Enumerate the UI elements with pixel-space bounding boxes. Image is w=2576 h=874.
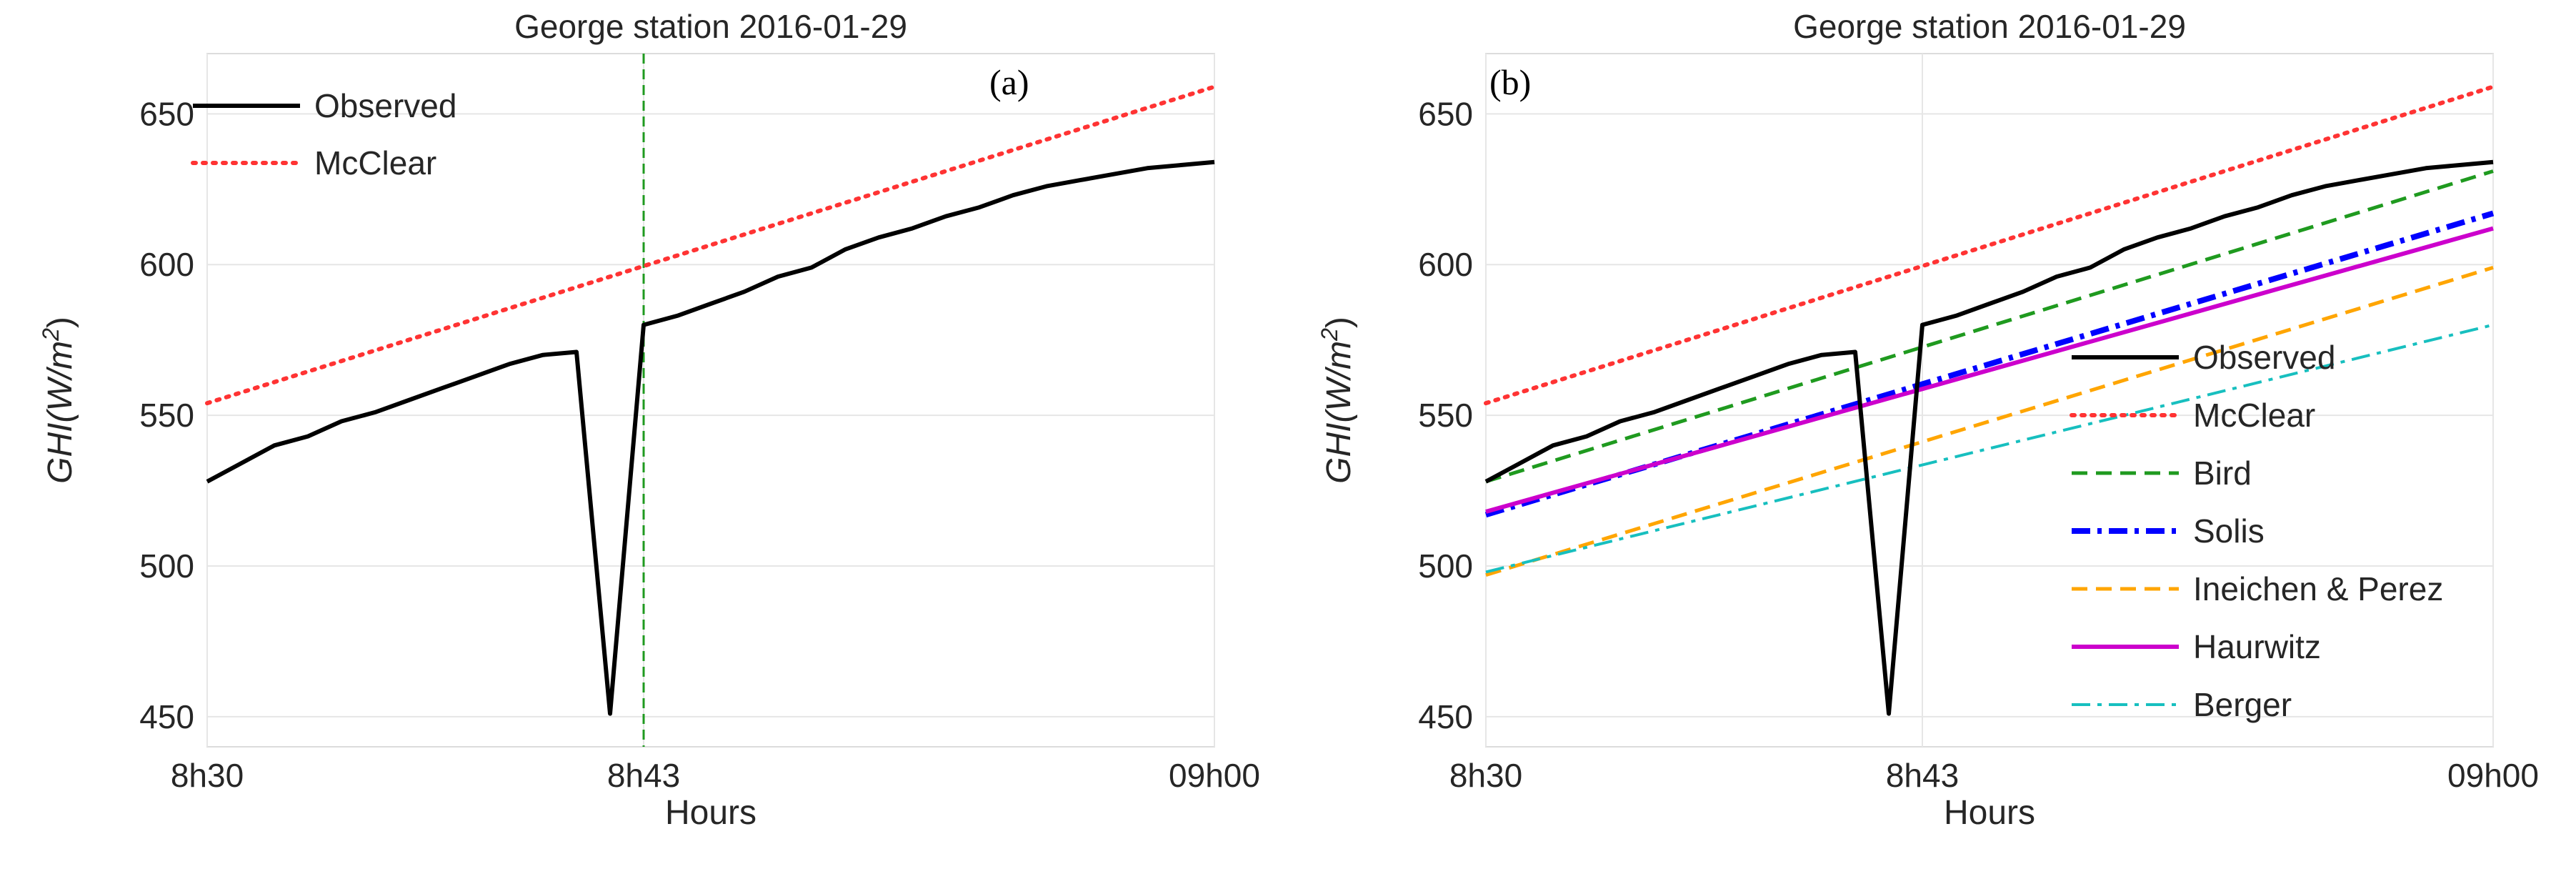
y-tick-label: 500 <box>1418 547 1473 585</box>
series-line-mcclear <box>1484 84 2495 406</box>
series-line-bird <box>1485 169 2494 484</box>
y-label-close: ) <box>41 317 79 328</box>
plot-area <box>1485 53 2494 748</box>
y-label-sup: 2 <box>1317 328 1342 342</box>
chart-panel-a: 450 500 550 600 650 8h30 8h43 09h00 George stati… <box>38 8 1260 832</box>
y-label-unit: (W/m <box>1320 341 1358 423</box>
x-tick-label: 8h43 <box>607 757 680 794</box>
chart-panel-b: 450 500 550 600 650 8h30 8h43 09h00 George stati… <box>1317 8 2539 832</box>
y-tick-label: 550 <box>139 397 194 434</box>
legend-label: Observed <box>314 87 456 124</box>
chart-title: George station 2016-01-29 <box>514 8 907 45</box>
y-label-sup: 2 <box>38 328 64 342</box>
series-line-haurwitz <box>1485 226 2494 514</box>
y-tick-label: 600 <box>1418 246 1473 283</box>
x-axis-label: Hours <box>1944 794 2035 832</box>
panel-label: (a) <box>989 62 1029 102</box>
y-tick-label: 550 <box>1418 397 1473 434</box>
panel-label: (b) <box>1489 62 1531 102</box>
y-tick-label: 600 <box>139 246 194 283</box>
legend-label: Bird <box>2193 455 2252 492</box>
y-tick-label: 450 <box>1418 698 1473 735</box>
y-tick-label: 500 <box>139 547 194 585</box>
y-label-main: GHI <box>1320 423 1358 484</box>
x-tick-label: 09h00 <box>1169 757 1260 794</box>
legend-label: Haurwitz <box>2193 628 2321 665</box>
legend-label: Observed <box>2193 339 2335 376</box>
series-line-ineichen-perez <box>1485 266 2494 577</box>
y-tick-label: 650 <box>139 95 194 132</box>
series-line-berger <box>1485 323 2494 574</box>
legend-label: McClear <box>314 144 436 182</box>
x-tick-label: 8h30 <box>1449 757 1522 794</box>
y-tick-label: 450 <box>139 698 194 735</box>
legend-label: Solis <box>2193 512 2265 550</box>
x-tick-label: 8h43 <box>1886 757 1959 794</box>
y-tick-label: 650 <box>1418 95 1473 132</box>
series-line-mcclear <box>205 84 1217 406</box>
chart-title: George station 2016-01-29 <box>1793 8 2186 45</box>
x-tick-label: 8h30 <box>171 757 244 794</box>
plot-area <box>206 53 1215 748</box>
legend: Observed McClear Bird Solis Ineichen & Perez… <box>2070 339 2443 723</box>
x-axis-label: Hours <box>665 794 757 832</box>
y-axis-label: GHI(W/m2) <box>1317 317 1358 484</box>
y-label-unit: (W/m <box>41 341 79 423</box>
series-line-observed <box>206 159 1215 716</box>
series-line-observed <box>1484 159 2494 716</box>
legend: Observed McClear <box>191 87 456 182</box>
legend-label: Ineichen & Perez <box>2193 570 2443 607</box>
y-label-main: GHI <box>41 423 79 484</box>
legend-label: Berger <box>2193 686 2292 723</box>
y-label-close: ) <box>1320 317 1358 328</box>
legend-label: McClear <box>2193 397 2315 434</box>
y-axis-label: GHI(W/m2) <box>38 317 79 484</box>
x-tick-label: 09h00 <box>2447 757 2539 794</box>
